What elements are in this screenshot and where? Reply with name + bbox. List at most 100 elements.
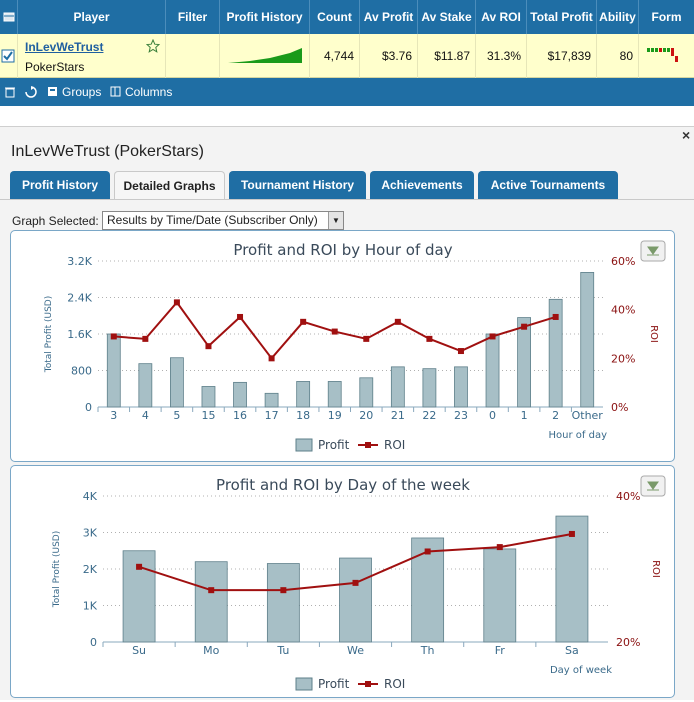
- y2-tick-label: 20%: [611, 352, 635, 365]
- y-tick-label: 2.4K: [67, 292, 92, 305]
- columns-icon[interactable]: [110, 86, 121, 97]
- columns-button[interactable]: Columns: [125, 85, 173, 99]
- column-av-stake[interactable]: Av Stake: [418, 0, 476, 34]
- roi-point: [424, 548, 431, 555]
- row-checkbox[interactable]: [0, 34, 18, 78]
- tab-tournament-history[interactable]: Tournament History: [229, 171, 366, 199]
- tab-active-tournaments[interactable]: Active Tournaments: [478, 171, 618, 199]
- tab-divider: [0, 199, 694, 200]
- roi-point: [205, 343, 212, 350]
- legend-roi-label: ROI: [384, 438, 405, 452]
- column-total-profit[interactable]: Total Profit: [527, 0, 597, 34]
- download-icon-glyph: [647, 481, 659, 491]
- roi-point: [136, 563, 143, 570]
- x-tick-label: Mo: [203, 644, 219, 657]
- x-tick-label: 18: [296, 409, 310, 422]
- bar-18: [296, 381, 311, 408]
- x-tick-label: 15: [201, 409, 215, 422]
- roi-point: [110, 333, 117, 340]
- bar-Sa: [555, 515, 589, 643]
- grid-toolbar: Groups Columns: [0, 78, 694, 106]
- tab-detailed-graphs[interactable]: Detailed Graphs: [114, 171, 225, 200]
- x-tick-label: 20: [359, 409, 373, 422]
- y2-tick-label: 40%: [616, 490, 640, 503]
- x-tick-label: 23: [454, 409, 468, 422]
- x-tick-label: 4: [142, 409, 149, 422]
- profit-history-sparkline: [220, 34, 310, 78]
- column-player[interactable]: Player: [18, 0, 166, 34]
- roi-point: [552, 313, 559, 320]
- chevron-down-icon[interactable]: ▼: [328, 212, 343, 229]
- graph-select-value: Results by Time/Date (Subscriber Only): [107, 213, 318, 227]
- column-profit-history[interactable]: Profit History: [220, 0, 310, 34]
- bar-2: [548, 298, 563, 408]
- legend-roi-label: ROI: [384, 677, 405, 691]
- bar-We: [339, 557, 372, 643]
- y2-axis-label: ROI: [650, 560, 661, 578]
- column-filter[interactable]: Filter: [166, 0, 220, 34]
- total-profit-value: $17,839: [527, 34, 597, 78]
- column-av-profit[interactable]: Av Profit: [360, 0, 418, 34]
- bar-17: [264, 392, 279, 408]
- count-value: 4,744: [310, 34, 360, 78]
- y-tick-label: 800: [71, 365, 92, 378]
- groups-button[interactable]: Groups: [62, 85, 102, 99]
- roi-point: [426, 335, 433, 342]
- player-name-link[interactable]: InLevWeTrust: [25, 40, 104, 54]
- x-tick-label: 16: [233, 409, 247, 422]
- table-row[interactable]: InLevWeTrust PokerStars 4,744 $3.76 $11.…: [0, 34, 694, 78]
- download-icon-glyph: [647, 246, 659, 256]
- tab-achievements[interactable]: Achievements: [370, 171, 474, 199]
- bar-23: [454, 366, 468, 408]
- graph-selected-label: Graph Selected:: [12, 214, 99, 228]
- roi-point: [394, 318, 401, 325]
- close-icon[interactable]: ×: [682, 127, 691, 143]
- column-av-roi[interactable]: Av ROI: [476, 0, 527, 34]
- chart-hour-of-day: Profit and ROI by Hour of day 0 800 1.6K 2.4…: [10, 230, 675, 462]
- tab-profit-history[interactable]: Profit History: [10, 171, 110, 199]
- column-count[interactable]: Count: [310, 0, 360, 34]
- trash-icon[interactable]: [4, 86, 16, 98]
- y-tick-label: 1K: [83, 600, 98, 613]
- x-axis-label: Day of week: [550, 665, 612, 676]
- y-tick-label: 0: [85, 401, 92, 414]
- grid-header: Player Filter Profit History Count Av Pr…: [0, 0, 694, 34]
- bar-21: [390, 366, 405, 408]
- column-ability[interactable]: Ability: [597, 0, 639, 34]
- y2-tick-label: 0%: [611, 401, 628, 414]
- bar-16: [233, 381, 247, 408]
- bar-15: [201, 386, 216, 408]
- roi-point: [331, 328, 338, 335]
- roi-point: [142, 335, 149, 342]
- graph-select-dropdown[interactable]: Results by Time/Date (Subscriber Only) ▼: [102, 211, 344, 230]
- refresh-icon[interactable]: [25, 86, 37, 98]
- roi-point: [521, 323, 528, 330]
- roi-point: [568, 530, 575, 537]
- column-form[interactable]: Form: [651, 10, 682, 24]
- roi-point: [280, 587, 287, 594]
- x-tick-label: Fr: [495, 644, 506, 657]
- groups-icon[interactable]: [47, 86, 58, 97]
- y2-axis-label: ROI: [648, 325, 659, 343]
- bar-20: [359, 377, 374, 408]
- legend-profit-label: Profit: [318, 438, 350, 452]
- roi-point: [352, 579, 359, 586]
- grid-menu-icon[interactable]: [0, 0, 18, 34]
- bar-1: [517, 317, 531, 408]
- x-tick-label: Tu: [276, 644, 289, 657]
- y2-tick-label: 60%: [611, 255, 635, 268]
- x-tick-label: 1: [521, 409, 528, 422]
- x-tick-label: Su: [132, 644, 146, 657]
- ability-value: 80: [597, 34, 639, 78]
- bar-Tu: [266, 563, 300, 643]
- x-axis-label: Hour of day: [549, 430, 608, 441]
- x-tick-label: Other: [572, 409, 604, 422]
- y-tick-label: 1.6K: [67, 328, 92, 341]
- y-tick-label: 0: [90, 636, 97, 649]
- bar-22: [422, 368, 437, 408]
- y-tick-label: 2K: [83, 563, 98, 576]
- legend-roi-marker: [365, 681, 371, 687]
- chart-day-of-week: Profit and ROI by Day of the week 0 1K 2K 3K…: [10, 465, 675, 698]
- favorite-star-icon[interactable]: [146, 39, 160, 53]
- bar-Fr: [483, 548, 517, 643]
